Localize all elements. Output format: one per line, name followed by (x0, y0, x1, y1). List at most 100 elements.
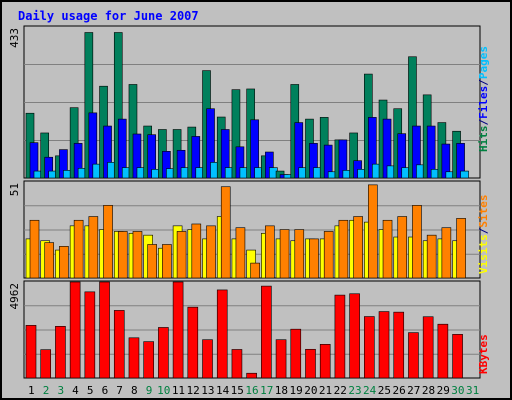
bar-sites-day-6 (103, 205, 113, 279)
hits-panel-bars (25, 32, 469, 179)
bar-sites-day-17 (265, 225, 275, 279)
day-label-18: 18 (275, 384, 288, 397)
day-label-29: 29 (437, 384, 450, 397)
bar-kbytes-day-7 (113, 310, 125, 379)
bar-kbytes-day-2 (40, 349, 52, 379)
bar-kbytes-day-8 (128, 337, 140, 379)
bar-kbytes-day-28 (422, 316, 434, 379)
hits-panel-max-label: 433 (8, 28, 21, 48)
day-label-4: 4 (72, 384, 79, 397)
bar-sites-day-11 (176, 231, 187, 279)
kbytes-panel-axis-label-part: KBytes (477, 334, 490, 374)
day-label-20: 20 (304, 384, 317, 397)
bar-sites-day-3 (59, 246, 69, 279)
bar-kbytes-day-11 (172, 281, 184, 379)
day-label-17: 17 (260, 384, 273, 397)
bar-kbytes-day-23 (349, 293, 360, 379)
bar-kbytes-day-3 (55, 326, 66, 379)
kbytes-panel-axis-label: KBytes (477, 334, 490, 374)
bar-sites-day-18 (279, 229, 290, 279)
bar-kbytes-day-4 (69, 281, 81, 379)
visits-panel-max-label: 51 (8, 183, 21, 196)
bar-kbytes-day-21 (319, 344, 331, 379)
bar-kbytes-day-1 (25, 325, 37, 379)
bar-sites-day-25 (382, 219, 393, 279)
visits-panel-axis-label-part: / (477, 227, 490, 234)
bar-kbytes-day-27 (408, 332, 419, 379)
day-label-27: 27 (407, 384, 420, 397)
day-label-21: 21 (319, 384, 332, 397)
bar-kbytes-day-14 (216, 289, 228, 379)
day-label-12: 12 (187, 384, 200, 397)
day-label-22: 22 (334, 384, 347, 397)
bar-sites-day-5 (88, 216, 99, 279)
bar-sites-day-10 (162, 244, 172, 279)
day-label-6: 6 (102, 384, 109, 397)
day-label-7: 7 (116, 384, 123, 397)
bar-sites-day-21 (323, 231, 334, 279)
visits-panel-axis-label: Visits/Sites (477, 195, 490, 275)
bar-kbytes-day-18 (275, 339, 287, 379)
bar-sites-day-16 (250, 262, 260, 279)
bar-sites-day-26 (397, 216, 408, 279)
bar-kbytes-day-20 (305, 348, 316, 379)
bar-sites-day-8 (132, 231, 143, 279)
hits-panel-axis-label-part: Files (477, 86, 490, 119)
bar-sites-day-19 (294, 229, 305, 279)
bar-kbytes-day-29 (437, 323, 449, 379)
hits-panel-axis-label-part: Hits (477, 126, 490, 153)
bar-sites-day-28 (426, 234, 437, 279)
day-label-13: 13 (201, 384, 214, 397)
bar-sites-day-9 (147, 244, 157, 279)
hits-panel-axis-label-part: / (477, 79, 490, 86)
bar-sites-day-29 (441, 227, 452, 279)
bar-sites-day-30 (456, 218, 466, 279)
kbytes-panel-max-label: 4962 (8, 283, 21, 310)
bar-sites-day-12 (191, 223, 202, 279)
bar-sites-day-1 (29, 219, 40, 279)
visits-panel-axis-label-part: Visits (477, 234, 490, 274)
hits-panel-axis-label-part: Pages (477, 46, 490, 79)
hits-panel-axis-label: Hits/Files/Pages (477, 46, 490, 152)
day-label-11: 11 (172, 384, 185, 397)
bar-sites-day-20 (309, 238, 319, 279)
bar-sites-day-14 (220, 186, 231, 279)
day-label-15: 15 (231, 384, 244, 397)
bar-kbytes-day-12 (187, 306, 199, 379)
day-labels: 1 2 3 4 5 6 7 8 9 10 11 12 13 14 15 16 17 18 19 20 21 22 23 24 2… (28, 384, 479, 397)
bar-kbytes-day-22 (334, 294, 346, 379)
bar-kbytes-day-13 (202, 339, 213, 379)
day-label-16: 16 (245, 384, 258, 397)
visits-panel: 51 Visits/Sites (8, 180, 490, 279)
visits-panel-bars (25, 184, 466, 279)
bar-kbytes-day-25 (378, 311, 390, 379)
bar-sites-day-7 (117, 231, 128, 279)
bar-sites-day-2 (44, 242, 55, 279)
bar-sites-day-22 (338, 219, 349, 279)
visits-panel-axis-label-part: Sites (477, 195, 490, 228)
day-label-9: 9 (146, 384, 153, 397)
day-label-25: 25 (378, 384, 391, 397)
kbytes-panel: 4962 KBytes (8, 280, 490, 379)
bar-kbytes-day-26 (393, 311, 405, 379)
bar-kbytes-day-19 (290, 328, 302, 379)
bar-sites-day-27 (412, 205, 422, 279)
bar-kbytes-day-16 (246, 372, 257, 379)
bar-kbytes-day-15 (231, 349, 243, 379)
bar-kbytes-day-10 (158, 327, 169, 379)
bar-sites-day-23 (353, 216, 363, 279)
bar-sites-day-13 (206, 225, 216, 279)
day-label-24: 24 (363, 384, 377, 397)
day-label-2: 2 (43, 384, 50, 397)
day-label-3: 3 (57, 384, 64, 397)
day-label-30: 30 (451, 384, 464, 397)
chart-panels: 433Hits/Files/Pages51Visits/Sites4962KBy… (8, 25, 490, 379)
bar-sites-day-15 (235, 227, 246, 279)
day-label-10: 10 (157, 384, 170, 397)
bar-pages-day-30 (460, 170, 469, 179)
kbytes-panel-bars (25, 281, 463, 379)
chart-title: Daily usage for June 2007 (18, 9, 199, 23)
